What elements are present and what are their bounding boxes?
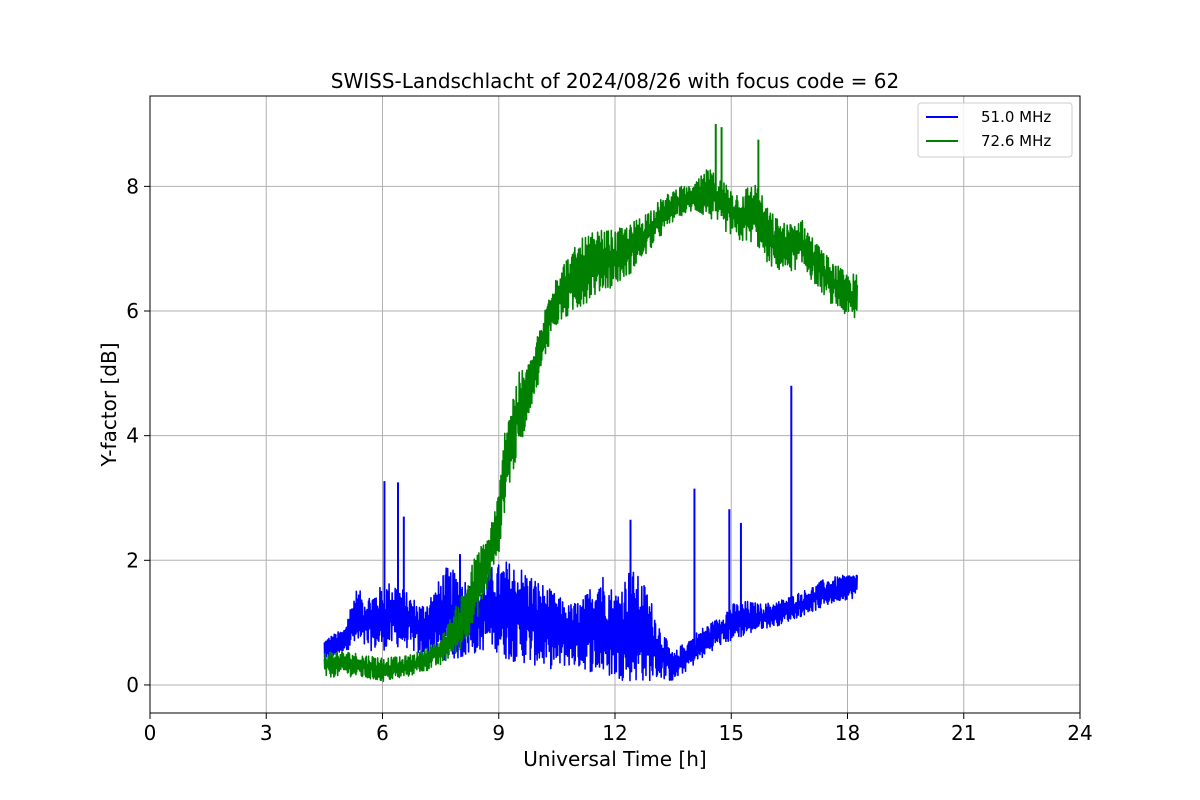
y-tick-label: 6 (126, 299, 139, 323)
x-tick-label: 3 (260, 721, 273, 745)
x-tick-label: 21 (951, 721, 976, 745)
series-layer (323, 124, 858, 683)
y-tick-label: 0 (126, 673, 139, 697)
series-line-2 (323, 169, 858, 683)
y-tick-label: 2 (126, 548, 139, 572)
x-tick-label: 12 (602, 721, 627, 745)
y-tick-label: 4 (126, 424, 139, 448)
x-tick-label: 18 (835, 721, 860, 745)
legend-label: 72.6 MHz (981, 132, 1051, 150)
x-tick-label: 0 (144, 721, 157, 745)
x-tick-label: 9 (492, 721, 505, 745)
series-line-1 (323, 561, 858, 682)
x-axis-label: Universal Time [h] (523, 747, 706, 771)
y-tick-label: 8 (126, 174, 139, 198)
x-tick-label: 24 (1067, 721, 1092, 745)
legend: 51.0 MHz 72.6 MHz (917, 102, 1073, 158)
x-tick-label: 15 (719, 721, 744, 745)
x-tick-label: 6 (376, 721, 389, 745)
y-axis-label: Y-factor [dB] (97, 342, 121, 467)
legend-label: 51.0 MHz (981, 108, 1051, 126)
chart-title: SWISS-Landschlacht of 2024/08/26 with fo… (331, 69, 899, 93)
